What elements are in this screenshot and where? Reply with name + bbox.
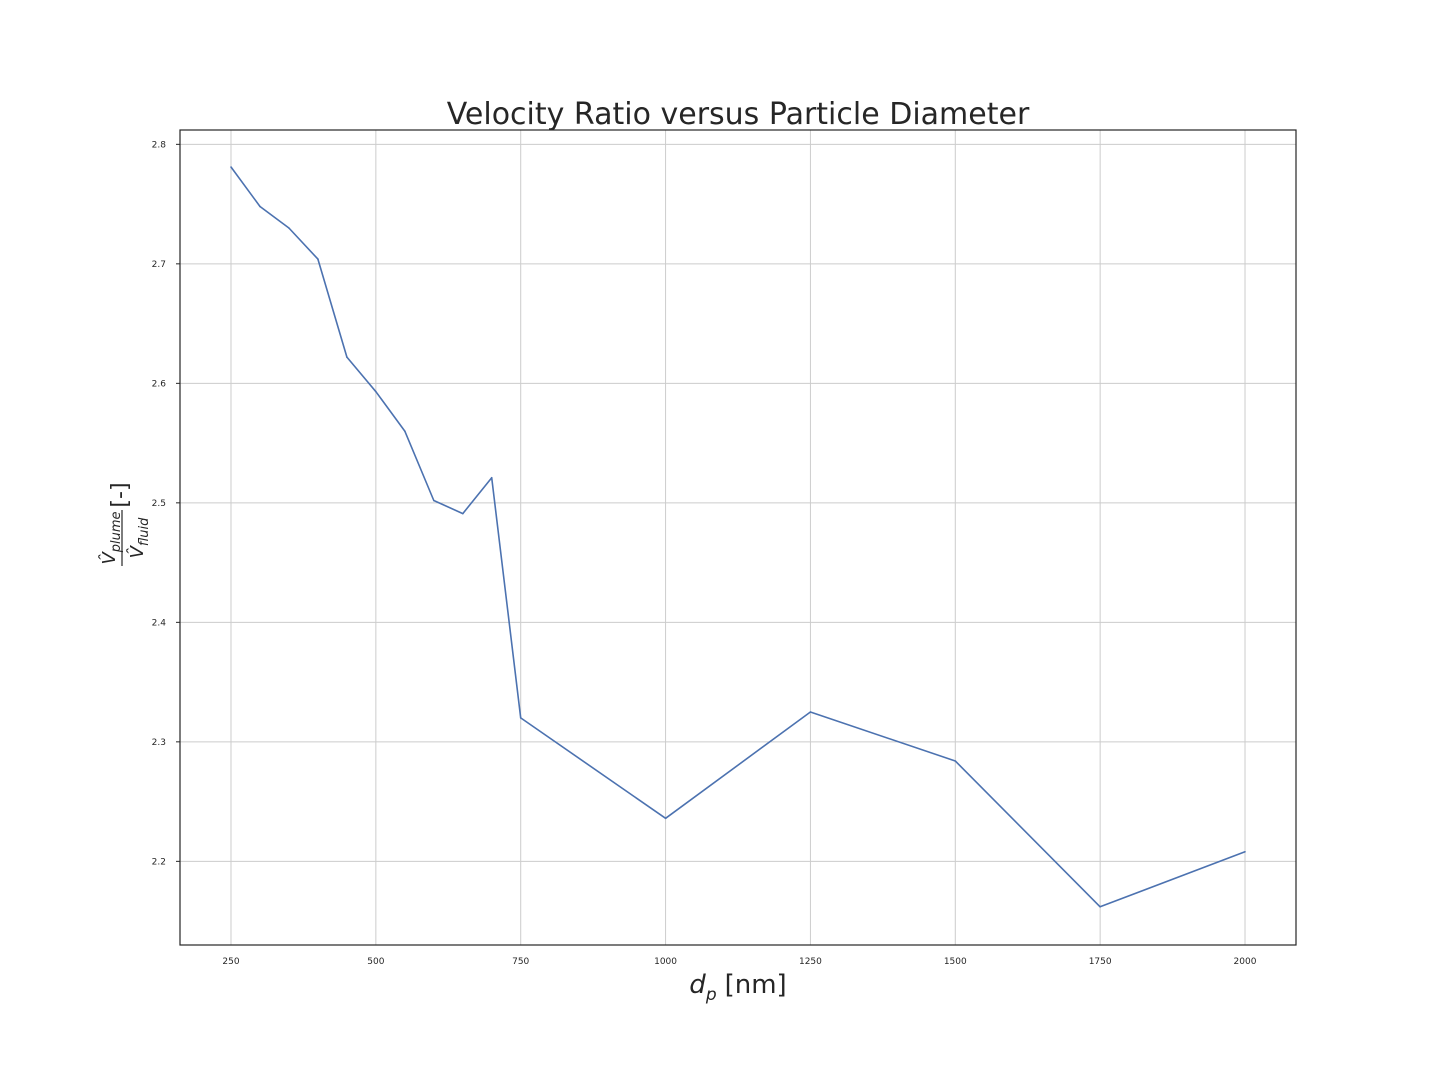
x-tick-label: 500	[367, 957, 384, 967]
x-tick-label: 1250	[799, 957, 822, 967]
data-point	[317, 258, 319, 260]
x-tick-label: 1000	[654, 957, 677, 967]
data-point	[664, 817, 667, 820]
y-axis-label-unit: [-]	[108, 482, 133, 507]
data-point	[1099, 906, 1101, 908]
data-point	[490, 476, 493, 479]
y-axis-label-numerator: V̂plume	[99, 511, 124, 564]
x-axis-label: dp [nm]	[689, 970, 786, 1005]
data-point	[346, 356, 348, 358]
x-axis-label-main: d	[689, 970, 706, 1000]
y-tick-label: 2.5	[152, 499, 166, 509]
x-tick-label: 2000	[1234, 957, 1257, 967]
y-tick-label: 2.3	[152, 738, 166, 748]
grid	[180, 130, 1296, 945]
x-tick-label: 1750	[1089, 957, 1112, 967]
data-point	[1244, 851, 1246, 853]
data-point	[954, 760, 957, 762]
y-tick-label: 2.6	[152, 379, 167, 389]
x-tick-label: 750	[512, 957, 529, 967]
data-point	[462, 512, 464, 515]
y-axis-label-denominator: V̂fluid	[127, 517, 152, 559]
x-axis-label-unit: [nm]	[725, 970, 787, 1000]
y-tick-label: 2.8	[152, 140, 167, 150]
data-layer	[230, 166, 1246, 908]
y-axis-label-num-main: V̂	[99, 551, 120, 565]
data-point	[404, 430, 406, 432]
data-point	[288, 227, 290, 229]
y-axis-label-den-main: V̂	[127, 544, 148, 558]
y-axis-label: V̂plume V̂fluid [-]	[99, 482, 152, 566]
data-point	[375, 390, 377, 393]
data-point	[433, 499, 435, 502]
y-tick-label: 2.2	[152, 857, 166, 867]
data-point	[259, 205, 261, 208]
x-axis-label-sub: p	[705, 985, 717, 1005]
y-tick-label: 2.4	[152, 618, 167, 628]
x-tick-label: 1500	[944, 957, 967, 967]
y-axis-label-den-sub: fluid	[137, 517, 152, 546]
ticks: 250 500 750 1000 1250 1500 1750 2000 2.2 2.3 2.4 2.…	[152, 140, 1257, 967]
y-tick-label: 2.7	[152, 260, 166, 270]
chart-title: Velocity Ratio versus Particle Diameter	[447, 97, 1030, 132]
data-point	[519, 717, 522, 719]
series-line	[230, 166, 1246, 908]
plot-frame	[179, 129, 1297, 946]
data-point	[230, 166, 232, 168]
y-axis-label-num-sub: plume	[109, 511, 124, 553]
x-tick-label: 250	[222, 957, 239, 967]
data-point	[809, 711, 812, 713]
